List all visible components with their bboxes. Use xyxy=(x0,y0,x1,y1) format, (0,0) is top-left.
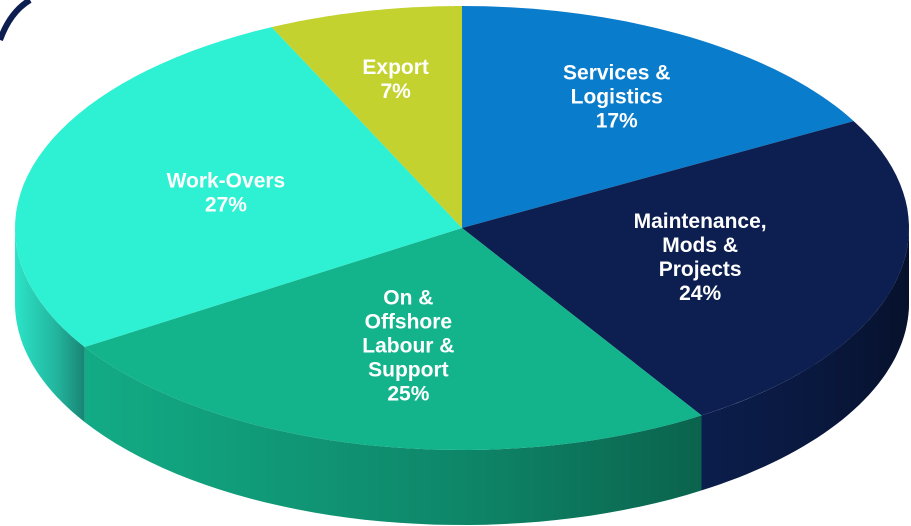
slice-label: Work-Overs xyxy=(167,169,286,192)
slice-value-label: 7% xyxy=(381,80,412,103)
slice-label: Offshore xyxy=(365,311,453,334)
slice-label: Labour & xyxy=(362,335,454,358)
slice-label: Export xyxy=(362,56,429,79)
slice-value-label: 27% xyxy=(205,193,247,216)
slice xyxy=(84,228,702,450)
slice-label: On & xyxy=(383,287,433,310)
decor-arc xyxy=(0,0,32,42)
slice-value-label: 25% xyxy=(387,383,429,406)
slice-label: Support xyxy=(368,359,448,382)
slice xyxy=(462,6,854,228)
slice-side-shade xyxy=(701,228,909,491)
slice xyxy=(15,27,462,347)
slice-side-shade xyxy=(15,228,85,422)
slice-value-label: 24% xyxy=(679,282,721,305)
slice xyxy=(462,121,909,416)
slice-label: Maintenance, xyxy=(634,210,767,233)
slice-label: Mods & xyxy=(662,234,738,257)
slice-label: Services & xyxy=(563,62,670,85)
slice xyxy=(271,6,462,228)
slice-value-label: 17% xyxy=(596,110,638,133)
slice-label: Logistics xyxy=(571,86,663,109)
slice-label: Projects xyxy=(659,258,742,281)
slice-side-shade xyxy=(84,347,702,525)
